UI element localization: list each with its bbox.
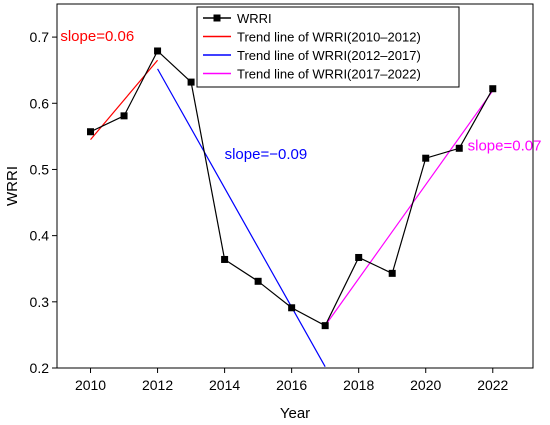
y-tick-label: 0.3 (30, 294, 50, 310)
y-tick-label: 0.4 (30, 228, 50, 244)
legend-label: Trend line of WRRI(2010–2012) (237, 30, 421, 45)
wrri-data-point (321, 322, 329, 330)
wrri-data-point (489, 85, 497, 93)
trend-line-2 (157, 68, 326, 367)
wrri-data-point (221, 255, 229, 263)
series-layer (87, 47, 497, 367)
legend-label: Trend line of WRRI(2012–2017) (237, 48, 421, 63)
slope-annotation: slope=0.06 (60, 28, 134, 45)
wrri-data-point (187, 78, 195, 86)
y-tick-label: 0.6 (30, 95, 50, 111)
y-tick-label: 0.2 (30, 360, 50, 376)
x-tick-label: 2010 (75, 377, 106, 393)
legend-label: WRRI (237, 11, 272, 26)
legend-label: Trend line of WRRI(2017–2022) (237, 67, 421, 82)
y-axis-label: WRRI (4, 166, 21, 206)
annotation-layer: slope=0.06 slope=−0.09 slope=0.07 (60, 28, 541, 163)
slope-annotation: slope=−0.09 (225, 146, 308, 163)
x-tick-label: 2012 (142, 377, 173, 393)
plot-frame (56, 3, 534, 369)
x-tick-label: 2018 (343, 377, 374, 393)
wrri-data-point (388, 269, 396, 277)
x-tick-label: 2022 (477, 377, 508, 393)
slope-annotation: slope=0.07 (468, 137, 542, 154)
wrri-data-point (120, 112, 128, 120)
y-tick-label: 0.7 (30, 29, 50, 45)
trend-line-3 (324, 90, 494, 326)
x-tick-label: 2020 (410, 377, 441, 393)
wrri-data-point (154, 47, 162, 55)
legend: WRRI Trend line of WRRI(2010–2012) Trend l… (196, 6, 460, 88)
x-tick-label: 2014 (209, 377, 240, 393)
wrri-data-point (87, 128, 95, 136)
wrri-data-point (422, 154, 430, 162)
wrri-data-point (355, 253, 363, 261)
legend-marker (213, 14, 221, 22)
ticks-layer: 2010 2012 2014 2016 2018 2020 2022 0.2 0.3 0.4 0.5… (30, 29, 509, 393)
y-tick-label: 0.5 (30, 161, 50, 177)
x-axis-label: Year (280, 405, 310, 422)
wrri-data-point (254, 277, 262, 285)
x-tick-label: 2016 (276, 377, 307, 393)
wrri-data-point (455, 144, 463, 152)
legend-box (196, 6, 460, 88)
wrri-data-point (288, 304, 296, 312)
